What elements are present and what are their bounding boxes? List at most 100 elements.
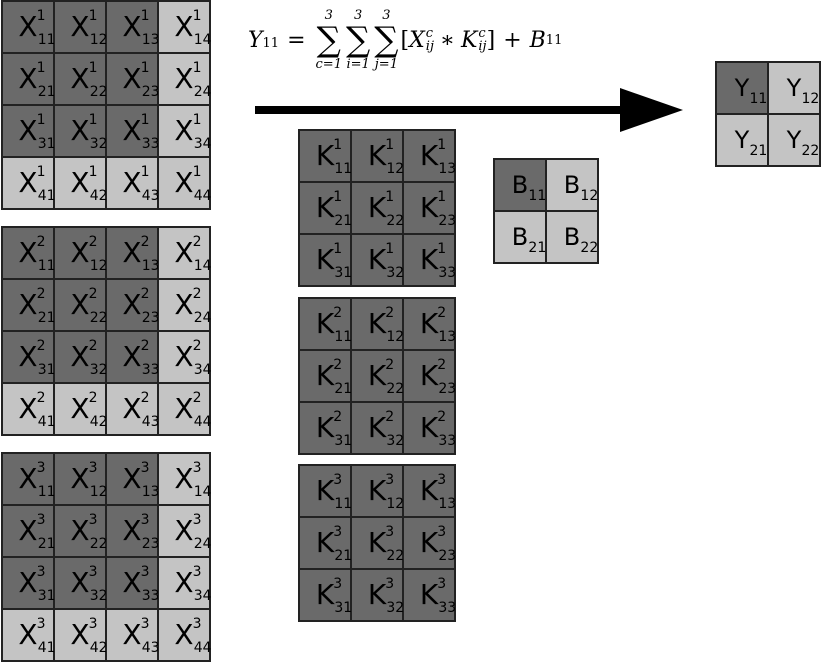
x-cell: X 3 32 xyxy=(54,557,108,609)
x-cell: X 3 31 xyxy=(2,557,56,609)
k-cell: K 1 33 xyxy=(403,234,456,286)
x-cell: X 1 31 xyxy=(2,105,56,157)
x-cell: X 1 14 xyxy=(158,1,212,53)
k-cell: K 3 33 xyxy=(403,569,456,621)
x-cell: X 3 43 xyxy=(106,609,160,661)
k-cell: K 2 12 xyxy=(351,298,404,350)
x-cell: X 3 41 xyxy=(2,609,56,661)
x-cell: X 3 11 xyxy=(2,453,56,505)
y-cell: Y 12 xyxy=(768,62,820,114)
x-cell: X 2 14 xyxy=(158,227,212,279)
x-cell: X 2 24 xyxy=(158,279,212,331)
k-cell: K 3 32 xyxy=(351,569,404,621)
x-cell: X 3 33 xyxy=(106,557,160,609)
x-cell: X 2 13 xyxy=(106,227,160,279)
x-cell: X 1 11 xyxy=(2,1,56,53)
b-cell: B 12 xyxy=(546,159,598,211)
x-cell: X 1 41 xyxy=(2,157,56,209)
x-cell: X 3 21 xyxy=(2,505,56,557)
y-cell: Y 11 xyxy=(716,62,768,114)
sum-c: 3 ∑ c=1 xyxy=(315,8,342,72)
x-cell: X 2 41 xyxy=(2,383,56,435)
x-cell: X 2 31 xyxy=(2,331,56,383)
sum-i: 3 ∑ i=1 xyxy=(345,8,371,72)
x-cell: X 1 23 xyxy=(106,53,160,105)
x-cell: X 2 11 xyxy=(2,227,56,279)
x-cell: X 1 12 xyxy=(54,1,108,53)
x-cell: X 3 22 xyxy=(54,505,108,557)
k-cell: K 2 13 xyxy=(403,298,456,350)
y-matrix: Y 11 Y 12 Y 21 Y 22 xyxy=(715,61,821,167)
x-cell: X 1 22 xyxy=(54,53,108,105)
convolution-formula: Y11 = 3 ∑ c=1 3 ∑ i=1 3 ∑ j=1 [ X c ij ∗ … xyxy=(248,8,562,72)
x-cell: X 1 42 xyxy=(54,157,108,209)
k-cell: K 3 12 xyxy=(351,465,404,517)
x-cell: X 2 42 xyxy=(54,383,108,435)
x-cell: X 2 12 xyxy=(54,227,108,279)
k-cell: K 1 31 xyxy=(299,234,352,286)
formula-operator: ∗ xyxy=(440,27,455,53)
formula-x: X xyxy=(409,27,425,53)
b-cell: B 11 xyxy=(494,159,546,211)
x-cell: X 3 14 xyxy=(158,453,212,505)
x-matrix-1: X 1 11 X 1 12 X 1 13 X 1 14 X 1 21 X 1 22 X 1 23 X 1 24 X 1 31 X 1 32… xyxy=(1,0,212,210)
x-cell: X 2 33 xyxy=(106,331,160,383)
k-cell: K 3 21 xyxy=(299,517,352,569)
x-cell: X 1 33 xyxy=(106,105,160,157)
x-cell: X 2 21 xyxy=(2,279,56,331)
x-cell: X 1 24 xyxy=(158,53,212,105)
y-cell: Y 22 xyxy=(768,114,820,166)
formula-lhs: Y11 xyxy=(248,27,280,53)
k-cell: K 1 11 xyxy=(299,130,352,182)
k-cell: K 2 31 xyxy=(299,402,352,454)
b-cell: B 22 xyxy=(546,211,598,263)
sum-j: 3 ∑ j=1 xyxy=(374,8,399,72)
x-cell: X 3 34 xyxy=(158,557,212,609)
x-cell: X 1 34 xyxy=(158,105,212,157)
k-cell: K 1 23 xyxy=(403,182,456,234)
x-cell: X 1 13 xyxy=(106,1,160,53)
x-cell: X 1 44 xyxy=(158,157,212,209)
x-cell: X 3 23 xyxy=(106,505,160,557)
b-matrix: B 11 B 12 B 21 B 22 xyxy=(493,158,599,264)
x-cell: X 2 43 xyxy=(106,383,160,435)
b-cell: B 21 xyxy=(494,211,546,263)
formula-x-index: c ij xyxy=(425,26,434,54)
k-cell: K 1 32 xyxy=(351,234,404,286)
k-matrix-3: K 3 11 K 3 12 K 3 13 K 3 21 K 3 22 K 3 23 K 3 31 K 3 32 K 3 33 xyxy=(298,464,456,622)
k-cell: K 2 11 xyxy=(299,298,352,350)
formula-k: K xyxy=(460,27,478,53)
k-matrix-1: K 1 11 K 1 12 K 1 13 K 1 21 K 1 22 K 1 23 K 1 31 K 1 32 K 1 33 xyxy=(298,129,456,287)
x-cell: X 3 13 xyxy=(106,453,160,505)
x-matrix-2: X 2 11 X 2 12 X 2 13 X 2 14 X 2 21 X 2 22 X 2 23 X 2 24 X 2 31 X 2 32… xyxy=(1,226,212,436)
formula-k-index: c ij xyxy=(478,26,487,54)
formula-equals: = xyxy=(287,27,306,53)
x-matrix-3: X 3 11 X 3 12 X 3 13 X 3 14 X 3 21 X 3 22 X 3 23 X 3 24 X 3 31 X 3 32… xyxy=(1,452,212,662)
x-cell: X 3 42 xyxy=(54,609,108,661)
k-cell: K 3 13 xyxy=(403,465,456,517)
k-cell: K 2 23 xyxy=(403,350,456,402)
arrow-right-icon xyxy=(255,88,683,132)
k-cell: K 1 21 xyxy=(299,182,352,234)
x-cell: X 3 24 xyxy=(158,505,212,557)
k-cell: K 2 22 xyxy=(351,350,404,402)
k-cell: K 3 23 xyxy=(403,517,456,569)
formula-plus: + xyxy=(503,27,522,53)
x-cell: X 2 34 xyxy=(158,331,212,383)
formula-close-bracket: ] xyxy=(486,27,496,53)
k-cell: K 1 13 xyxy=(403,130,456,182)
k-cell: K 2 32 xyxy=(351,402,404,454)
k-cell: K 2 21 xyxy=(299,350,352,402)
y-cell: Y 21 xyxy=(716,114,768,166)
k-matrix-2: K 2 11 K 2 12 K 2 13 K 2 21 K 2 22 K 2 23 K 2 31 K 2 32 K 2 33 xyxy=(298,297,456,455)
x-cell: X 3 12 xyxy=(54,453,108,505)
x-cell: X 3 44 xyxy=(158,609,212,661)
k-cell: K 1 22 xyxy=(351,182,404,234)
x-cell: X 2 32 xyxy=(54,331,108,383)
k-cell: K 1 12 xyxy=(351,130,404,182)
formula-open-bracket: [ xyxy=(400,27,410,53)
k-cell: K 2 33 xyxy=(403,402,456,454)
k-cell: K 3 11 xyxy=(299,465,352,517)
k-cell: K 3 31 xyxy=(299,569,352,621)
x-cell: X 2 44 xyxy=(158,383,212,435)
